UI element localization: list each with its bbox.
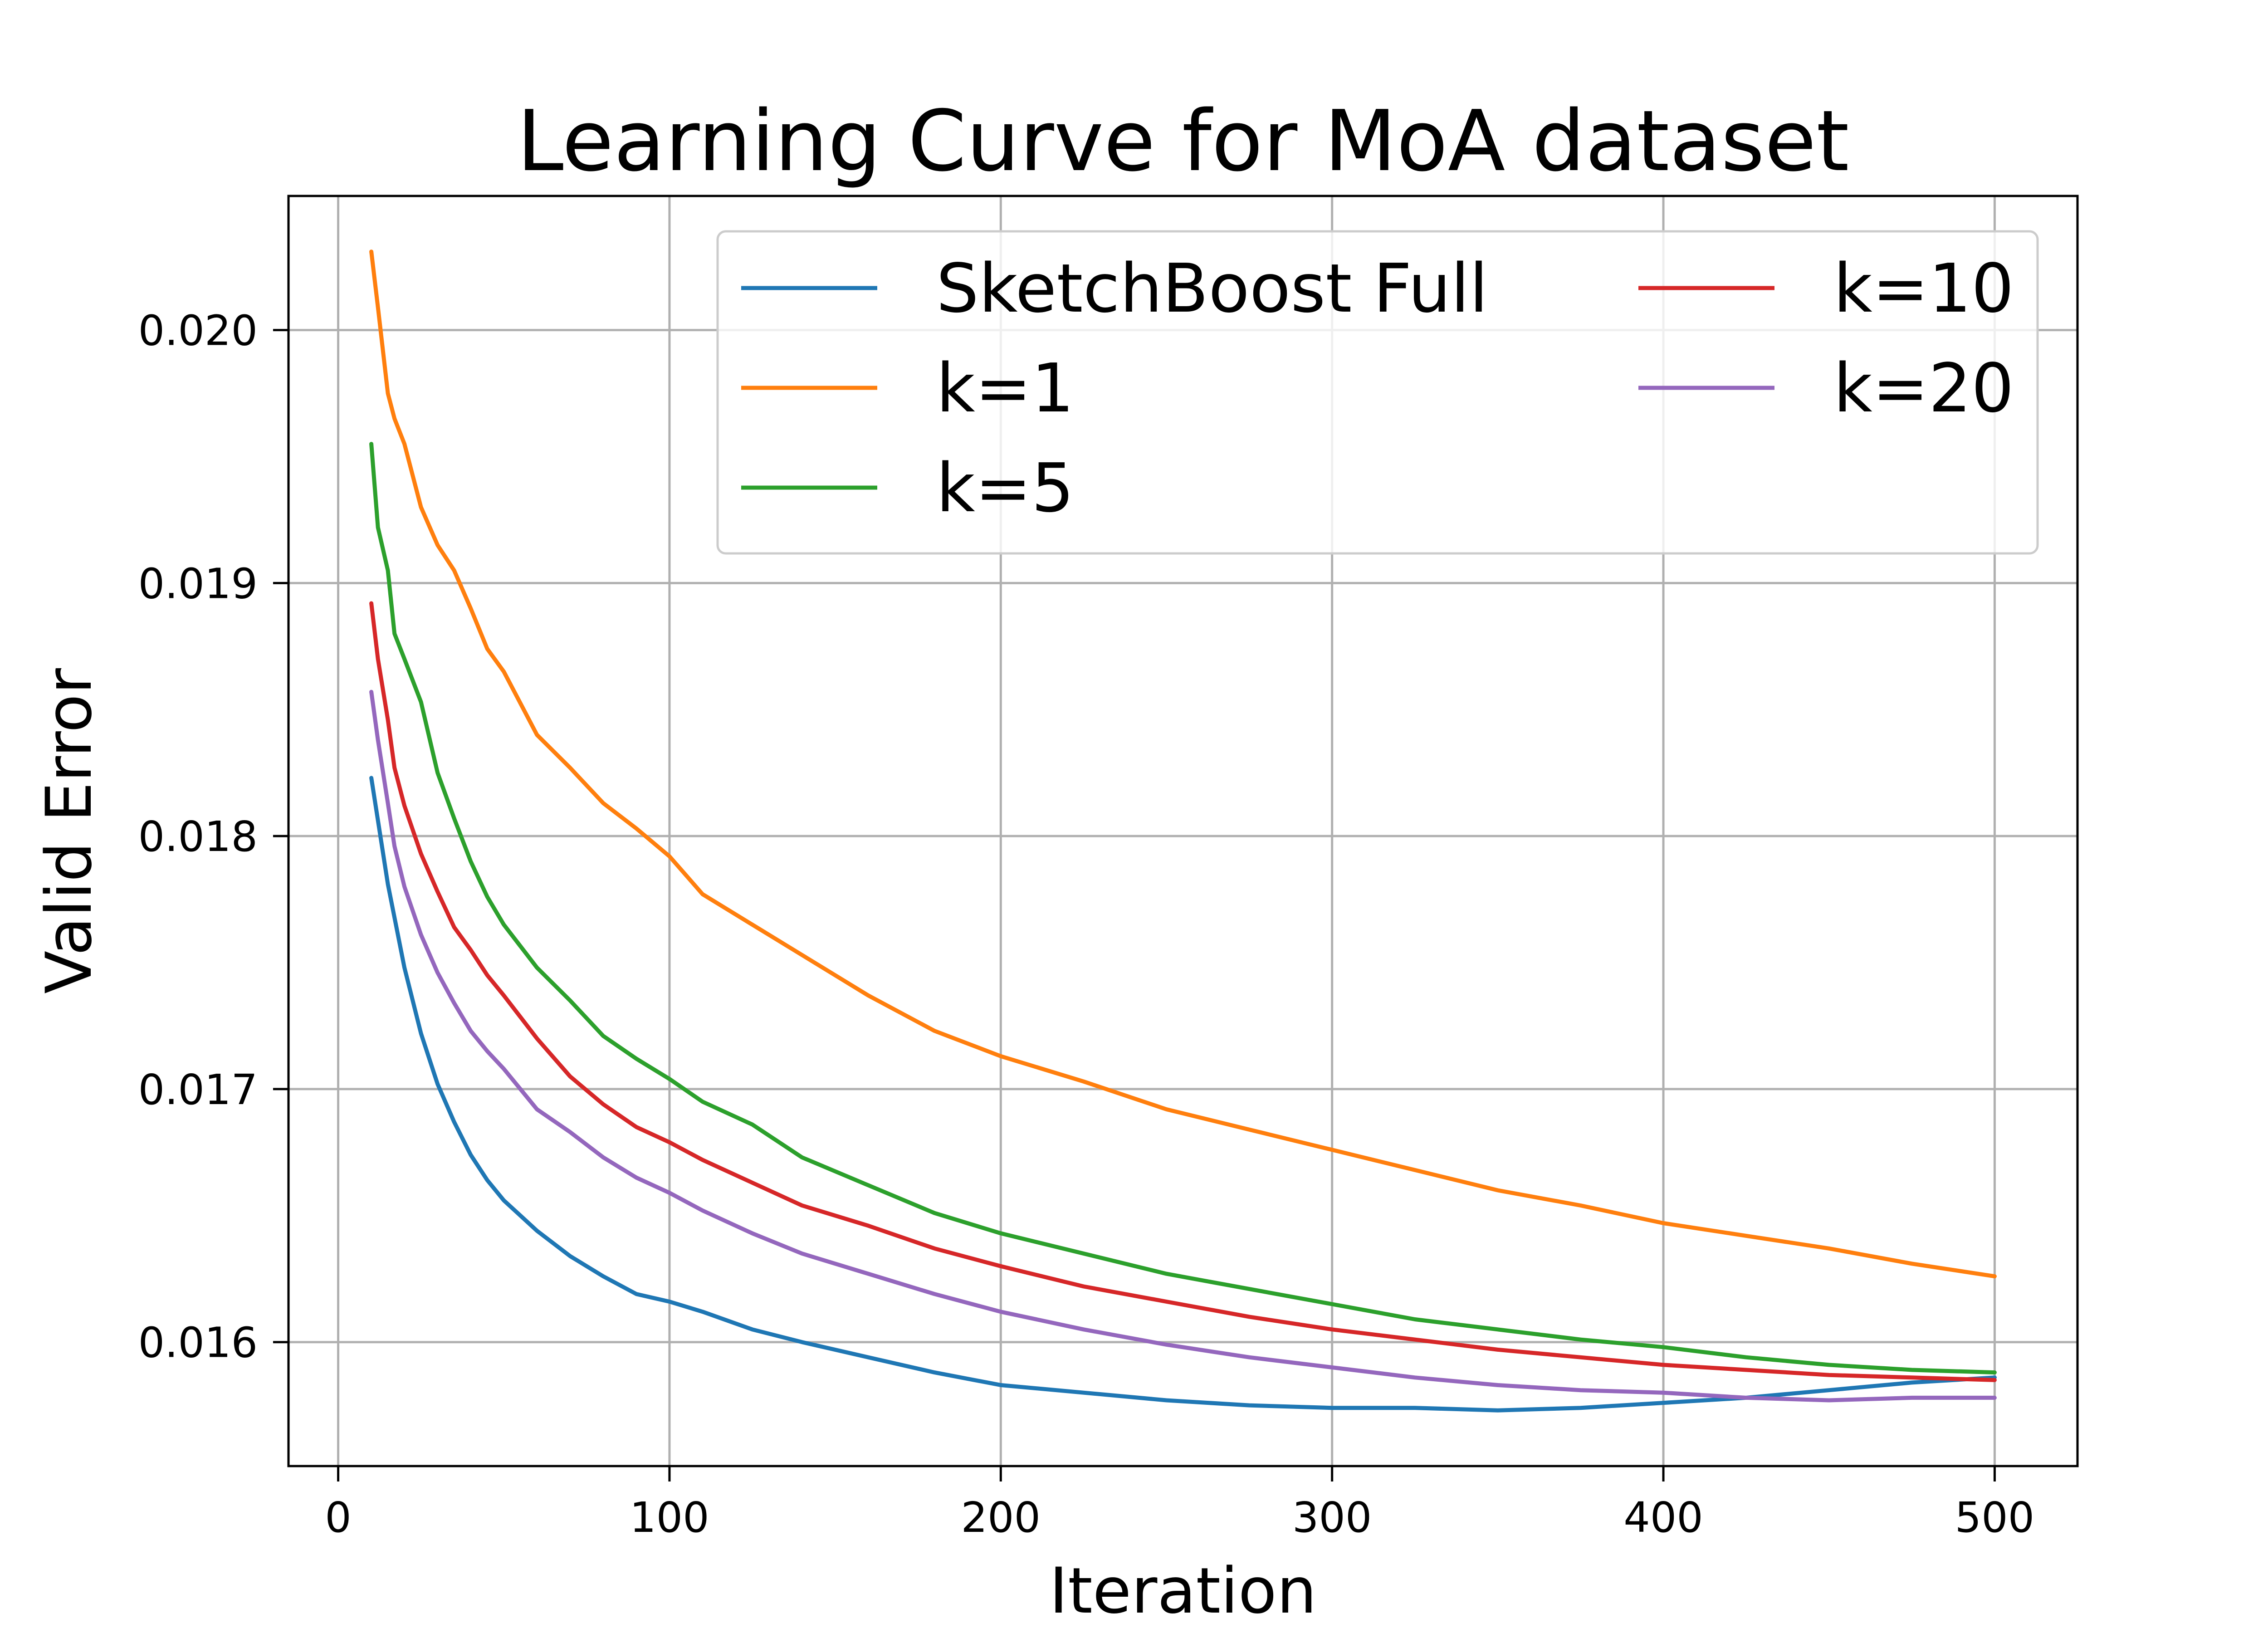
series-line-k-10 [369, 601, 1997, 1382]
axis-ticks: 0 100 200 300 400 500 0.016 0.017 0.018 0.019 0.02… [138, 307, 2035, 1542]
y-tick-label: 0.019 [138, 559, 258, 608]
series-lines [369, 249, 1997, 1413]
chart-title: Learning Curve for MoA dataset [517, 92, 1849, 190]
x-tick-label: 500 [1955, 1493, 2035, 1542]
legend-box [716, 230, 2039, 555]
legend-label: SketchBoost Full [936, 249, 1488, 328]
x-tick-label: 200 [961, 1493, 1041, 1542]
series-line-k-5 [369, 442, 1997, 1375]
y-axis-label: Valid Error [32, 668, 106, 994]
series-line-k-1 [369, 249, 1997, 1279]
legend-label: k=5 [936, 449, 1074, 527]
y-tick-label: 0.016 [138, 1319, 258, 1367]
y-tick-label: 0.020 [138, 307, 258, 355]
series-line-sketchboost-full [369, 776, 1997, 1413]
y-tick-label: 0.017 [138, 1066, 258, 1114]
legend: SketchBoost Full k=1 k=5 k=10 k=20 [716, 230, 2039, 555]
x-tick-label: 0 [325, 1493, 352, 1542]
legend-label: k=20 [1833, 349, 2014, 427]
x-tick-label: 100 [630, 1493, 709, 1542]
legend-label: k=10 [1833, 249, 2014, 328]
x-axis-label: Iteration [1049, 1554, 1317, 1628]
x-tick-label: 400 [1623, 1493, 1703, 1542]
y-tick-label: 0.018 [138, 812, 258, 861]
legend-label: k=1 [936, 349, 1074, 427]
x-tick-label: 300 [1292, 1493, 1372, 1542]
plot-frame [287, 195, 2079, 1467]
series-line-k-20 [369, 689, 1997, 1403]
